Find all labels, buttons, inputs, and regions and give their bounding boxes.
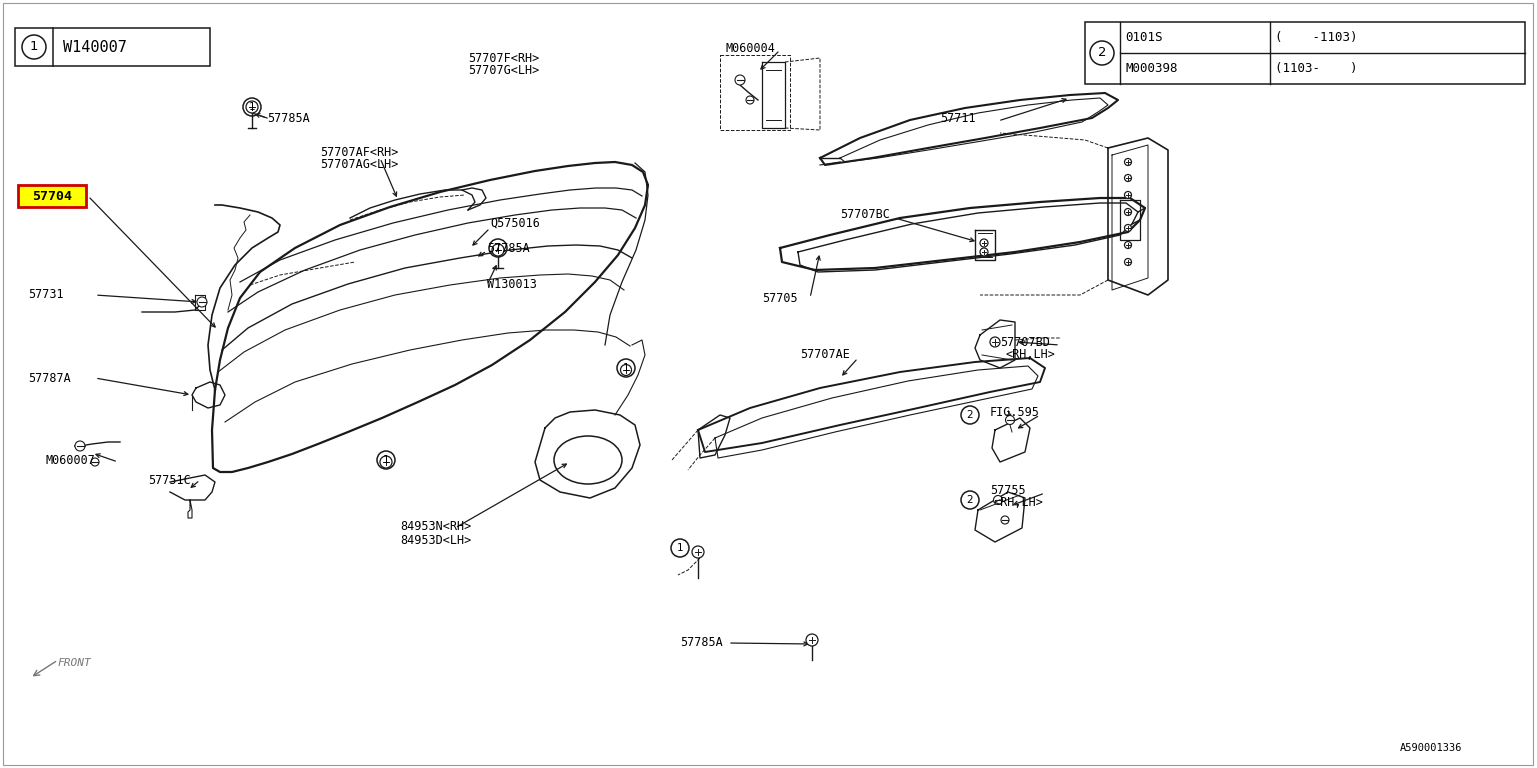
Circle shape [990, 337, 1001, 347]
Circle shape [492, 244, 504, 256]
FancyBboxPatch shape [18, 185, 86, 207]
Text: M060007: M060007 [45, 453, 95, 466]
Circle shape [1005, 415, 1014, 425]
Text: 84953N<RH>: 84953N<RH> [400, 521, 472, 534]
Circle shape [621, 365, 632, 376]
Circle shape [1125, 241, 1131, 249]
Text: M060004: M060004 [725, 41, 775, 55]
Circle shape [197, 297, 207, 307]
Text: 57785A: 57785A [679, 637, 722, 650]
Circle shape [91, 458, 98, 466]
Text: W130013: W130013 [487, 279, 536, 292]
Circle shape [246, 101, 258, 113]
Text: 57731: 57731 [28, 289, 63, 302]
Text: (    -1103): ( -1103) [1276, 31, 1357, 44]
Text: 57707G<LH>: 57707G<LH> [467, 64, 539, 77]
Text: 57787A: 57787A [28, 372, 71, 385]
Circle shape [981, 239, 988, 247]
Circle shape [1125, 224, 1131, 231]
Circle shape [1125, 259, 1131, 266]
Text: Q575016: Q575016 [490, 217, 539, 230]
Circle shape [1125, 158, 1131, 165]
Text: 57707BC: 57707BC [841, 208, 890, 221]
Circle shape [380, 456, 392, 468]
Text: 57785A: 57785A [487, 241, 530, 254]
Text: 2: 2 [1097, 47, 1107, 59]
Text: 2: 2 [967, 410, 973, 420]
Circle shape [1125, 191, 1131, 198]
Text: 57705: 57705 [762, 292, 798, 304]
Text: 57707AG<LH>: 57707AG<LH> [320, 158, 398, 171]
Text: 57704: 57704 [32, 190, 72, 203]
Circle shape [735, 75, 745, 85]
Text: <RH,LH>: <RH,LH> [1007, 349, 1056, 362]
Text: 1: 1 [249, 102, 255, 112]
Bar [1085, 22, 1525, 84]
Text: W140007: W140007 [63, 39, 128, 55]
Text: 57707AF<RH>: 57707AF<RH> [320, 147, 398, 160]
Text: 1: 1 [383, 455, 389, 465]
Text: 1: 1 [29, 41, 38, 54]
Text: 57707AE: 57707AE [799, 349, 850, 362]
Text: 57707BD: 57707BD [1001, 336, 1050, 349]
Circle shape [993, 495, 1002, 505]
Circle shape [1125, 174, 1131, 181]
Text: 57755: 57755 [990, 484, 1025, 496]
Circle shape [692, 546, 704, 558]
Bar [15, 28, 211, 66]
Text: 0101S: 0101S [1125, 31, 1162, 44]
Text: A590001336: A590001336 [1400, 743, 1463, 753]
Text: FRONT: FRONT [58, 658, 92, 668]
Text: 84953D<LH>: 84953D<LH> [400, 534, 472, 547]
Text: 2: 2 [967, 495, 973, 505]
Circle shape [1001, 516, 1008, 524]
Text: 57711: 57711 [941, 111, 976, 124]
Text: 57751C: 57751C [148, 474, 191, 486]
Circle shape [75, 441, 85, 451]
Text: M000398: M000398 [1125, 62, 1177, 75]
Text: (1103-    ): (1103- ) [1276, 62, 1357, 75]
Text: FIG.595: FIG.595 [990, 406, 1041, 419]
Circle shape [981, 248, 988, 256]
Text: <RH,LH>: <RH,LH> [993, 496, 1044, 509]
Circle shape [1125, 208, 1131, 216]
Text: 1: 1 [676, 543, 684, 553]
Text: 1: 1 [495, 243, 501, 253]
Circle shape [805, 634, 818, 646]
Text: 57785A: 57785A [267, 111, 310, 124]
Text: 1: 1 [622, 363, 629, 373]
Text: 57707F<RH>: 57707F<RH> [467, 51, 539, 65]
Circle shape [745, 96, 755, 104]
